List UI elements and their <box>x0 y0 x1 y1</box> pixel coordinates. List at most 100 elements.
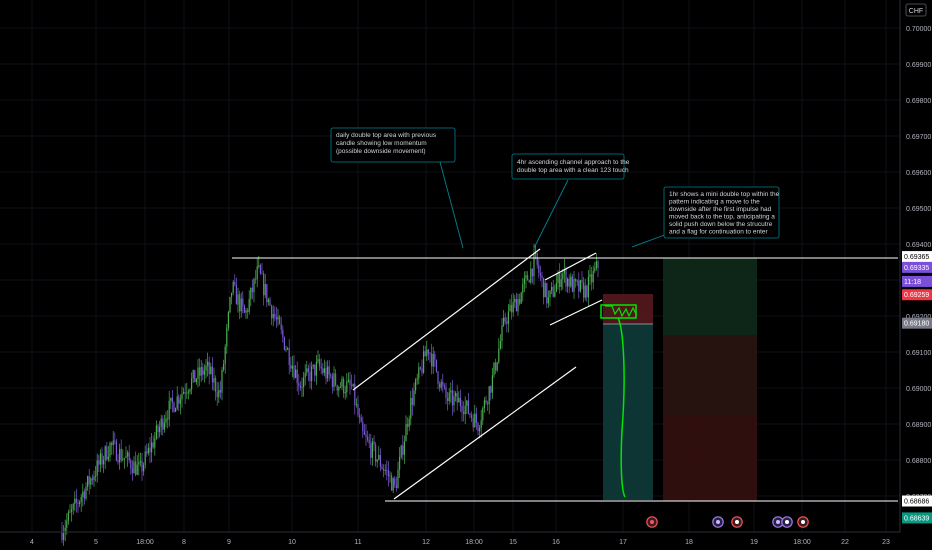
candle-body <box>591 274 593 283</box>
price-markers: 0.69365 0.69335 11:18 0.69259 0.69180 0.68639… <box>902 251 932 524</box>
candle-body <box>552 286 554 297</box>
candle-body <box>320 366 322 369</box>
price-marker-label: 0.68686 <box>904 499 929 506</box>
projection-path <box>605 305 637 318</box>
candle-body <box>288 348 290 366</box>
candle-body <box>533 253 535 277</box>
candle-body <box>63 533 65 541</box>
candle-body <box>520 292 522 304</box>
candle-body <box>181 393 183 400</box>
time-axis[interactable]: 4 5 18:00 8 9 10 11 12 18:00 15 16 17 18 19 18:00 22 23 <box>0 531 900 546</box>
candle-body <box>215 377 217 392</box>
candle-body <box>191 378 193 390</box>
candle-body <box>240 298 242 312</box>
candle-body <box>555 283 557 292</box>
candle-body <box>562 273 564 280</box>
candle-body <box>227 312 229 328</box>
candle-body <box>291 365 293 369</box>
candle-body <box>315 361 317 376</box>
projection-drop <box>617 317 626 498</box>
candle-body <box>207 361 209 366</box>
candle-body <box>579 280 581 292</box>
candle-body <box>267 299 269 303</box>
candle-body <box>122 458 124 461</box>
candle-body <box>91 478 93 481</box>
4hr-note-callout: 4hr ascending channel approach to the do… <box>511 153 630 180</box>
candle-body <box>531 268 533 277</box>
candle-body <box>304 372 306 378</box>
candle-body <box>584 285 586 298</box>
candle-body <box>311 366 313 382</box>
candle-body <box>258 265 260 267</box>
candle-body <box>466 400 468 406</box>
candle-body <box>445 386 447 398</box>
candles <box>61 243 599 546</box>
candle-body <box>384 470 386 471</box>
price-marker-label: 11:18 <box>904 279 921 286</box>
candle-body <box>239 294 241 312</box>
candle-body <box>459 397 461 407</box>
candle-body <box>199 367 201 376</box>
candle-body <box>139 460 141 463</box>
candle-body <box>301 387 303 389</box>
price-tick-label: 0.69900 <box>906 62 931 69</box>
candle-body <box>184 392 186 394</box>
candle-body <box>509 304 511 312</box>
future-zone-green <box>663 258 757 335</box>
candle-body <box>379 455 381 467</box>
candle-body <box>223 364 225 370</box>
candle-body <box>423 351 425 373</box>
candle-body <box>224 346 226 365</box>
price-tick-label: 0.69000 <box>906 386 931 393</box>
candle-body <box>194 370 196 383</box>
candle-body <box>482 407 484 421</box>
candle-body <box>381 466 383 469</box>
candle-body <box>563 269 565 274</box>
time-tick-label: 18:00 <box>793 539 811 546</box>
candle-body <box>144 451 146 465</box>
price-tick-label: 0.68900 <box>906 422 931 429</box>
time-tick-label: 12 <box>422 539 430 546</box>
candle-body <box>165 418 167 423</box>
candle-body <box>544 283 546 298</box>
candle-body <box>127 452 129 457</box>
candle-body <box>575 278 577 282</box>
candle-body <box>298 383 300 387</box>
candle-body <box>135 461 137 475</box>
candle-body <box>330 374 332 377</box>
event-icon-2 <box>712 516 724 528</box>
candle-body <box>472 417 474 428</box>
candle-body <box>399 456 401 470</box>
candle-body <box>424 351 426 357</box>
candle-body <box>64 527 66 534</box>
candle-body <box>511 304 513 313</box>
candle-body <box>527 275 529 281</box>
candle-body <box>592 271 594 283</box>
price-marker-label: 0.68639 <box>904 515 929 522</box>
candle-body <box>179 399 181 404</box>
candle-body <box>157 425 159 432</box>
candle-body <box>149 447 151 453</box>
candle-body <box>392 478 394 491</box>
candle-body <box>141 460 143 472</box>
candle-body <box>485 400 487 404</box>
price-axis[interactable]: CHF 0.70000 0.69900 0.69800 0.69700 0.69600 0… <box>899 0 932 550</box>
candle-body <box>469 413 471 415</box>
candle-body <box>363 431 365 435</box>
candle-body <box>80 497 82 502</box>
candle-body <box>95 475 97 477</box>
candle-body <box>183 392 185 394</box>
candle-body <box>245 310 247 313</box>
candle-body <box>187 391 189 393</box>
event-icons[interactable] <box>646 516 809 528</box>
candle-body <box>271 305 273 319</box>
candle-body <box>586 285 588 298</box>
candle-body <box>259 265 261 274</box>
candle-body <box>347 379 349 382</box>
candle-body <box>501 325 503 341</box>
candle-body <box>168 400 170 420</box>
candle-body <box>285 349 287 351</box>
candle-body <box>213 377 215 383</box>
candle-body <box>443 385 445 387</box>
